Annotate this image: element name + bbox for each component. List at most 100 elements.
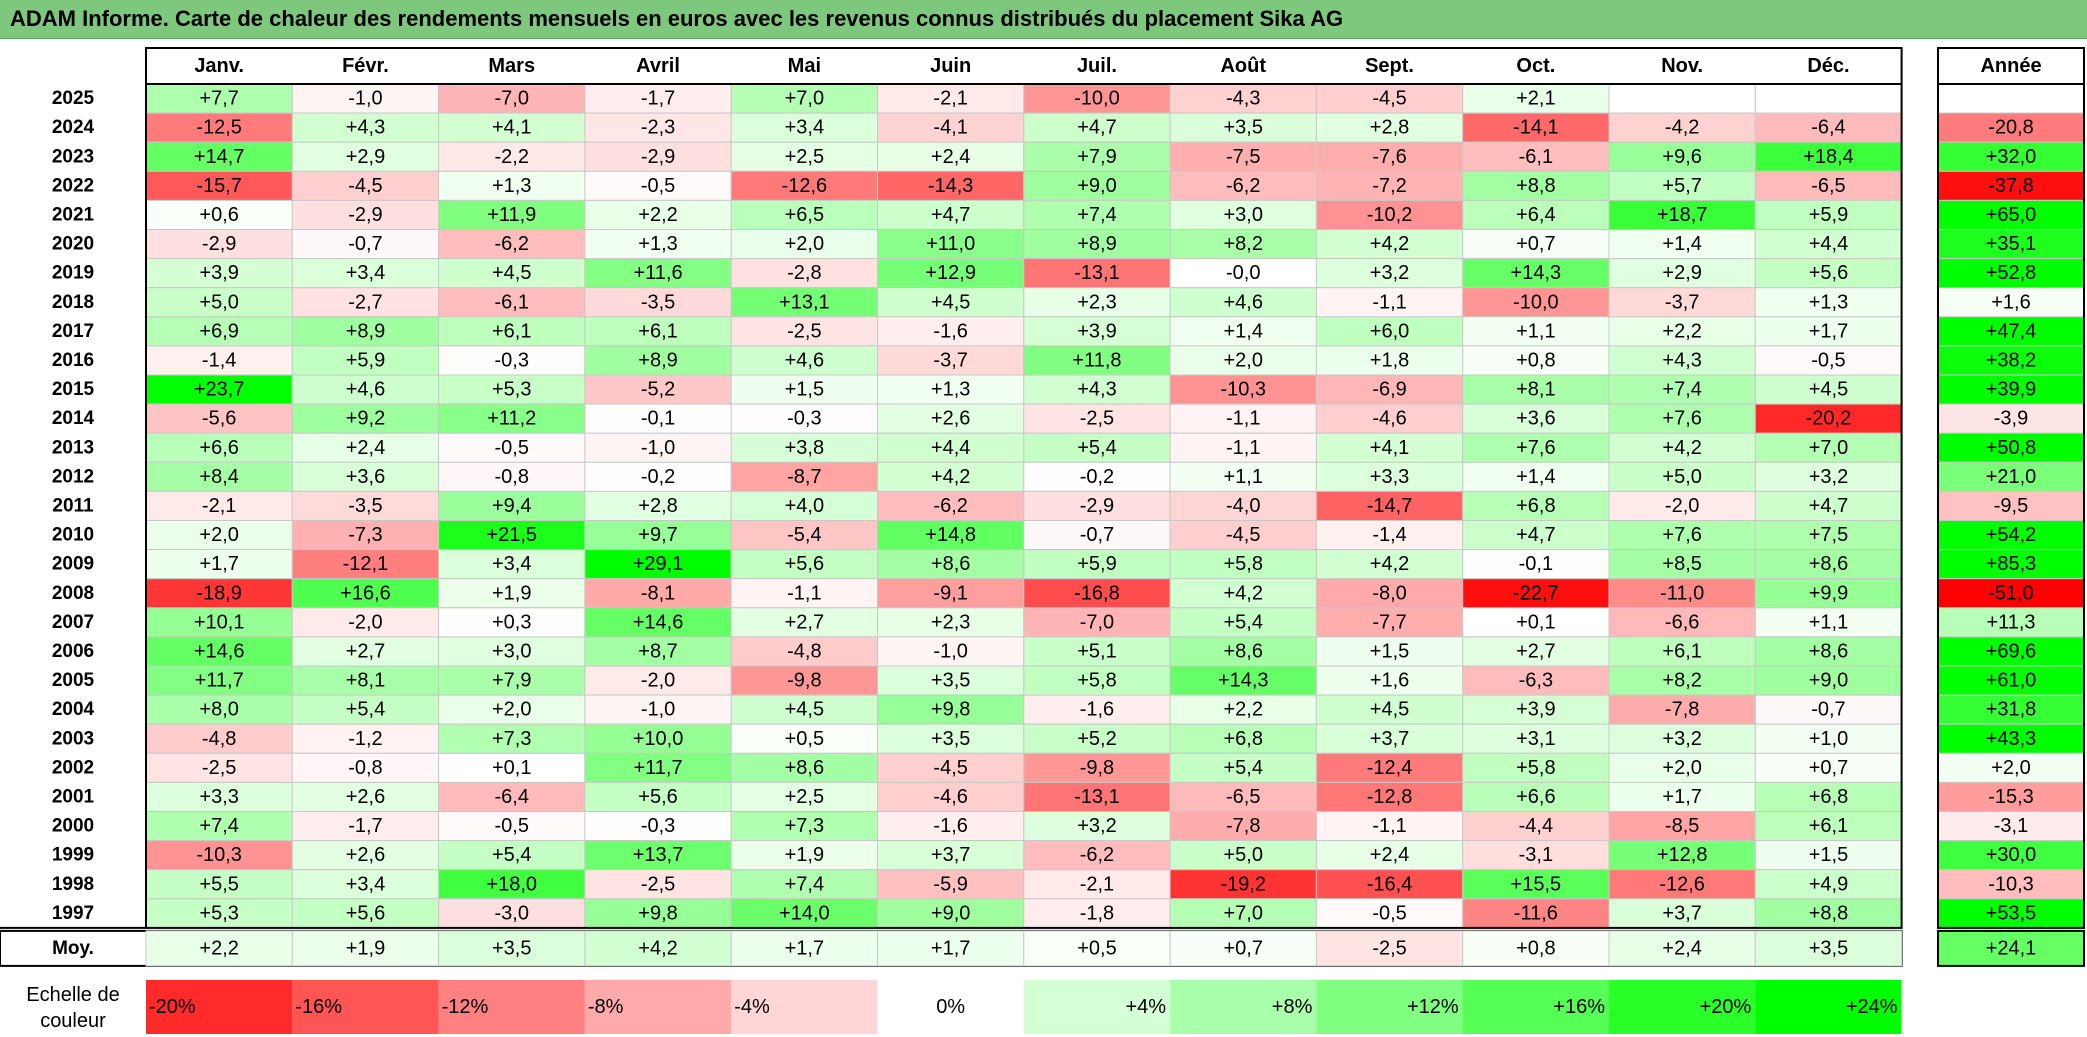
cell-value: +23,7 — [194, 379, 245, 401]
heatmap-cell — [1023, 287, 1171, 318]
heatmap-cell — [877, 723, 1025, 754]
heatmap-cell — [1462, 898, 1610, 929]
cell-value: +8,9 — [1077, 233, 1116, 255]
cell-value: -10,0 — [1513, 291, 1559, 313]
cell-value: +4,2 — [1370, 233, 1409, 255]
heatmap-cell — [730, 83, 879, 114]
cell-value: -0,8 — [348, 757, 382, 779]
cell-value: +9,0 — [1077, 175, 1116, 197]
cell-value: -0,7 — [1811, 699, 1845, 721]
heatmap-cell — [877, 141, 1025, 172]
cell-value: +5,3 — [492, 379, 531, 401]
heatmap-cell — [1608, 229, 1756, 260]
heatmap-cell — [1023, 549, 1171, 580]
cell-value: +3,4 — [785, 117, 824, 139]
heatmap-cell — [1023, 781, 1171, 813]
heatmap-cell — [1608, 723, 1756, 754]
heatmap-cell — [1462, 694, 1610, 725]
cell-value: +9,8 — [931, 699, 970, 721]
scale-label: +16% — [1553, 996, 1605, 1018]
annual-value: -37,8 — [1988, 175, 2034, 197]
cell-value: -11,6 — [1514, 902, 1558, 924]
cell-value: -7,0 — [1080, 611, 1114, 633]
cell-value: -4,8 — [787, 640, 821, 662]
scale-label: -8% — [588, 996, 624, 1018]
cell-value: +3,3 — [199, 786, 238, 808]
heatmap-cell — [877, 811, 1025, 842]
annual-header: Année — [1980, 55, 2041, 77]
scale-label: -20% — [149, 996, 196, 1018]
cell-value: +4,1 — [1370, 437, 1409, 459]
year-label-1997: 1997 — [52, 903, 94, 924]
cell-value: +5,9 — [1077, 553, 1116, 575]
cell-value: +4,7 — [1809, 495, 1848, 517]
cell-value: -2,5 — [1080, 408, 1114, 430]
heatmap-cell — [877, 112, 1025, 143]
annual-cell — [1937, 316, 2085, 347]
cell-value: +6,6 — [1516, 786, 1555, 808]
cell-value: +14,3 — [1511, 262, 1562, 284]
cell-value: +13,7 — [633, 844, 684, 866]
cell-value: -7,7 — [1372, 611, 1406, 633]
heatmap-cell — [1462, 461, 1610, 492]
heatmap-cell — [145, 461, 293, 492]
cell-value: -9,8 — [1080, 757, 1114, 779]
cell-value: +3,2 — [1370, 262, 1409, 284]
heatmap-cell — [1169, 345, 1317, 376]
cell-value: -4,8 — [202, 728, 236, 750]
heatmap-cell — [1754, 723, 1903, 754]
cell-value: -7,6 — [1372, 146, 1406, 168]
scale-swatch — [1609, 980, 1756, 1034]
cell-value: +7,3 — [785, 815, 824, 837]
heatmap-cell — [1462, 316, 1610, 347]
cell-value: -2,0 — [348, 611, 382, 633]
cell-value: +0,7 — [1516, 233, 1555, 255]
cell-value: +2,6 — [931, 408, 970, 430]
cell-value: +3,7 — [931, 844, 970, 866]
heatmap-cell — [1315, 374, 1464, 405]
heatmap-cell — [1462, 258, 1610, 289]
scale-swatch — [146, 980, 293, 1034]
heatmap-cell — [877, 199, 1025, 230]
cell-value: +9,7 — [638, 524, 677, 546]
heatmap-cell — [730, 199, 879, 230]
cell-value: +3,5 — [1224, 117, 1263, 139]
heatmap-cell — [291, 287, 440, 318]
heatmap-cell — [1462, 287, 1610, 318]
cell-value: -1,1 — [1226, 408, 1260, 430]
cell-value: -4,5 — [348, 175, 382, 197]
heatmap-cell — [584, 316, 732, 347]
heatmap-cell — [1608, 578, 1756, 609]
cell-value: +12,8 — [1657, 844, 1708, 866]
heatmap-cell — [1315, 607, 1464, 638]
cell-value: +1,8 — [1370, 349, 1409, 371]
cell-value: +6,8 — [1516, 495, 1555, 517]
cell-value: +1,4 — [1224, 320, 1263, 342]
heatmap-cell — [1315, 869, 1464, 900]
cell-value: +11,9 — [487, 204, 536, 226]
cell-value: -18,9 — [196, 582, 242, 604]
heatmap-cell — [145, 403, 293, 434]
heatmap-cell — [1462, 578, 1610, 609]
annual-value: -9,5 — [1994, 495, 2028, 517]
cell-value: +18,0 — [486, 873, 537, 895]
heatmap-cell — [1315, 636, 1464, 667]
cell-value: -14,7 — [1367, 495, 1413, 517]
heatmap-cell — [877, 461, 1025, 492]
cell-value: -3,7 — [1665, 291, 1699, 313]
cell-value: +1,7 — [199, 553, 238, 575]
heatmap-cell — [1169, 461, 1317, 492]
average-annual-value: +24,1 — [1986, 937, 2037, 959]
annual-value: +32,0 — [1986, 146, 2037, 168]
heatmap-cell — [1608, 141, 1756, 172]
average-value: +2,4 — [1662, 937, 1701, 959]
cell-value: -4,2 — [1665, 117, 1699, 139]
cell-value: +16,6 — [340, 582, 391, 604]
annual-value: +65,0 — [1986, 204, 2037, 226]
cell-value: -1,7 — [348, 815, 382, 837]
cell-value: +3,0 — [492, 640, 531, 662]
heatmap-cell — [145, 869, 293, 900]
annual-cell — [1937, 549, 2085, 580]
cell-value: -1,0 — [641, 437, 675, 459]
heatmap-cell — [291, 549, 440, 580]
